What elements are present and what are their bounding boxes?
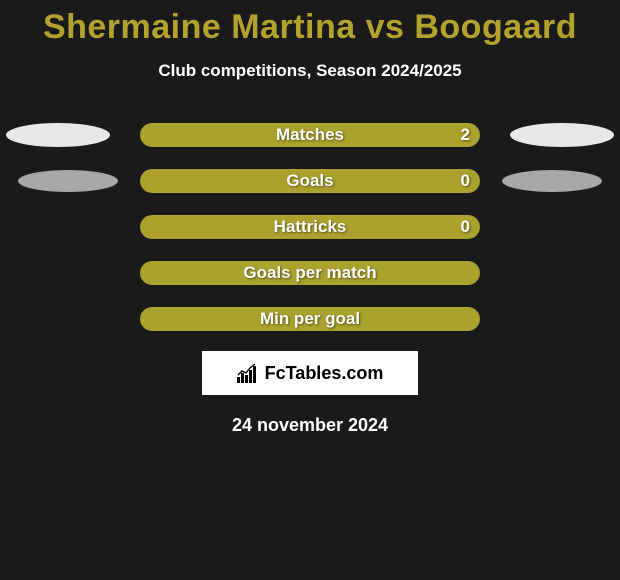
logo-text: FcTables.com: [265, 363, 384, 384]
player-right-marker: [510, 123, 614, 147]
stat-bar-track: Goals per match: [140, 261, 480, 285]
stat-rows: Matches2Goals0Hattricks0Goals per matchM…: [0, 123, 620, 331]
logo-box[interactable]: FcTables.com: [202, 351, 418, 395]
stat-row: Hattricks0: [0, 215, 620, 239]
page-title: Shermaine Martina vs Boogaard: [43, 8, 577, 47]
comparison-card: Shermaine Martina vs Boogaard Club compe…: [0, 0, 620, 436]
stat-bar-track: Matches2: [140, 123, 480, 147]
stat-label: Hattricks: [140, 215, 480, 239]
stat-bar-track: Hattricks0: [140, 215, 480, 239]
stat-row: Min per goal: [0, 307, 620, 331]
stat-row: Goals0: [0, 169, 620, 193]
stat-bar-track: Goals0: [140, 169, 480, 193]
player-right-marker: [502, 170, 602, 192]
player-left-marker: [6, 123, 110, 147]
date-label: 24 november 2024: [232, 415, 388, 436]
stat-value: 0: [461, 169, 470, 193]
page-subtitle: Club competitions, Season 2024/2025: [158, 61, 461, 81]
stat-value: 0: [461, 215, 470, 239]
stat-label: Goals: [140, 169, 480, 193]
player-left-marker: [18, 170, 118, 192]
stat-bar-track: Min per goal: [140, 307, 480, 331]
bar-chart-icon: [237, 363, 259, 383]
stat-label: Goals per match: [140, 261, 480, 285]
stat-label: Matches: [140, 123, 480, 147]
stat-value: 2: [461, 123, 470, 147]
stat-row: Matches2: [0, 123, 620, 147]
stat-label: Min per goal: [140, 307, 480, 331]
stat-row: Goals per match: [0, 261, 620, 285]
